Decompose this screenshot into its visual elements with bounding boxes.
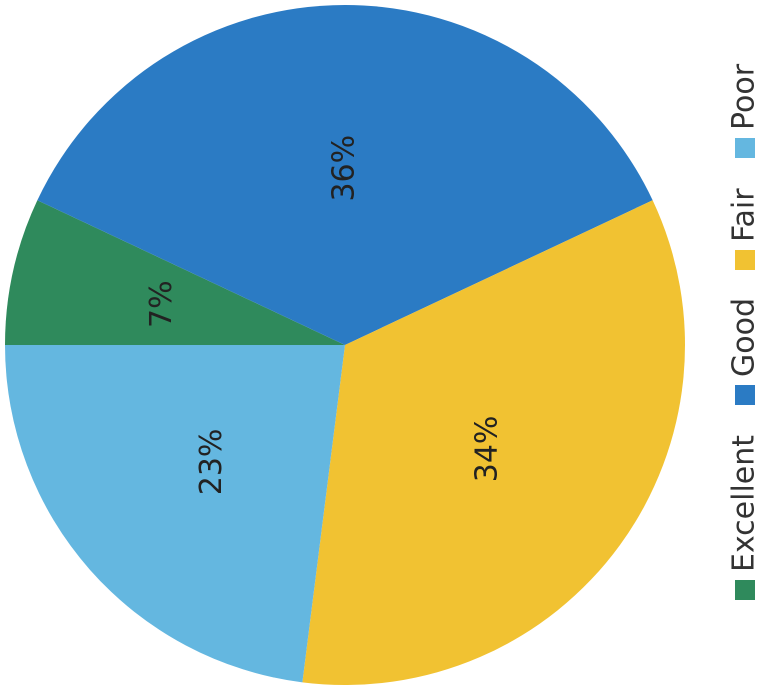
slice-label: 34% [470, 416, 505, 483]
legend-swatch [735, 250, 755, 270]
pie-slice [5, 200, 345, 345]
slice-label: 7% [144, 280, 179, 328]
legend-label: Poor [727, 63, 762, 130]
pie-slice [5, 345, 345, 683]
legend-swatch [735, 138, 755, 158]
legend-label: Fair [727, 188, 762, 242]
legend-label: Excellent [727, 435, 762, 572]
pie-slice [37, 5, 653, 345]
slice-label: 36% [327, 135, 362, 202]
legend-swatch [735, 385, 755, 405]
legend-swatch [735, 580, 755, 600]
pie-slice [302, 200, 685, 685]
legend-label: Good [727, 298, 762, 377]
slice-label: 23% [194, 429, 229, 496]
rotated-chart: 7% 36% 34% 23% Excellent Good Fair Poor [5, 5, 762, 685]
